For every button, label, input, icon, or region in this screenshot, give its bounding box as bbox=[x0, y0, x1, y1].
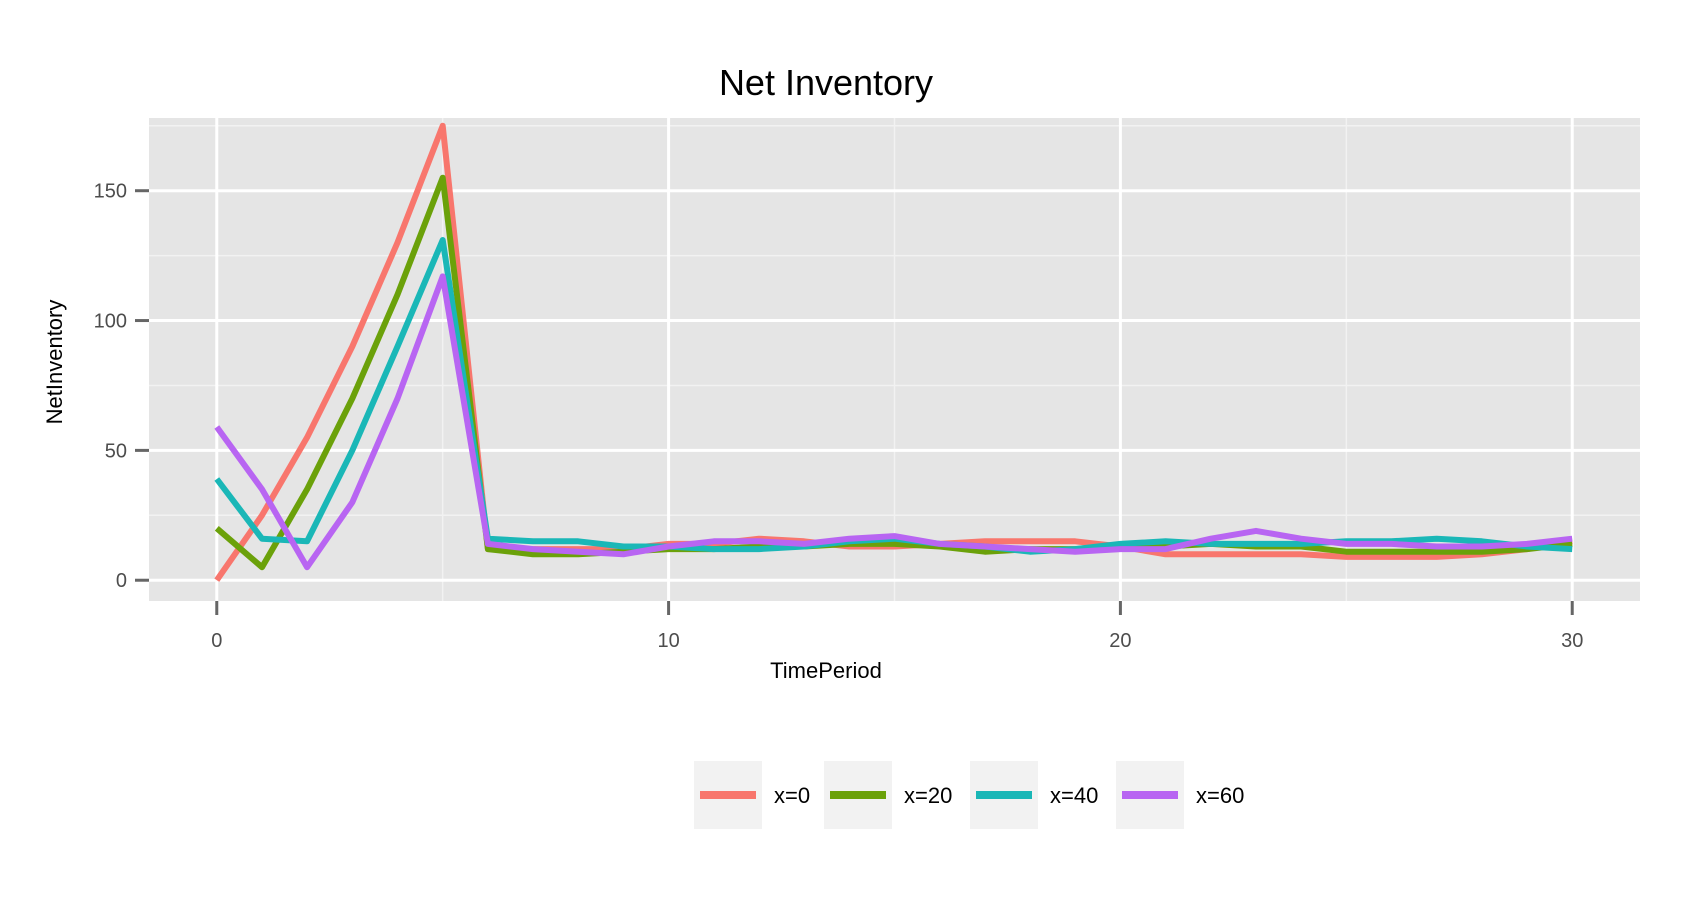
x-tick-label: 10 bbox=[657, 630, 679, 652]
axis-ticks bbox=[135, 189, 1574, 615]
y-axis-label: NetInventory bbox=[42, 300, 67, 425]
y-tick-label: 50 bbox=[105, 440, 127, 462]
legend-label: x=60 bbox=[1196, 783, 1244, 808]
legend-label: x=20 bbox=[904, 783, 952, 808]
series-line-x=60 bbox=[214, 273, 1573, 571]
chart-title: Net Inventory bbox=[719, 62, 933, 103]
y-tick-label: 0 bbox=[116, 570, 127, 592]
major-gridlines bbox=[149, 118, 1640, 601]
x-tick-label: 0 bbox=[211, 630, 222, 652]
legend: x=0 x=20 x=40 x=60 bbox=[694, 761, 1244, 829]
y-tick-labels: 0 50 100 150 bbox=[94, 181, 127, 593]
y-tick-label: 150 bbox=[94, 181, 127, 203]
y-tick-label: 100 bbox=[94, 311, 127, 333]
series-lines bbox=[214, 122, 1573, 582]
x-tick-label: 20 bbox=[1109, 630, 1131, 652]
x-tick-labels: 0 10 20 30 bbox=[211, 630, 1583, 652]
x-axis-label: TimePeriod bbox=[770, 658, 882, 683]
series-line-x=20 bbox=[214, 174, 1573, 571]
x-tick-label: 30 bbox=[1561, 630, 1583, 652]
minor-gridlines bbox=[149, 118, 1640, 601]
legend-label: x=40 bbox=[1050, 783, 1098, 808]
legend-label: x=0 bbox=[774, 783, 810, 808]
